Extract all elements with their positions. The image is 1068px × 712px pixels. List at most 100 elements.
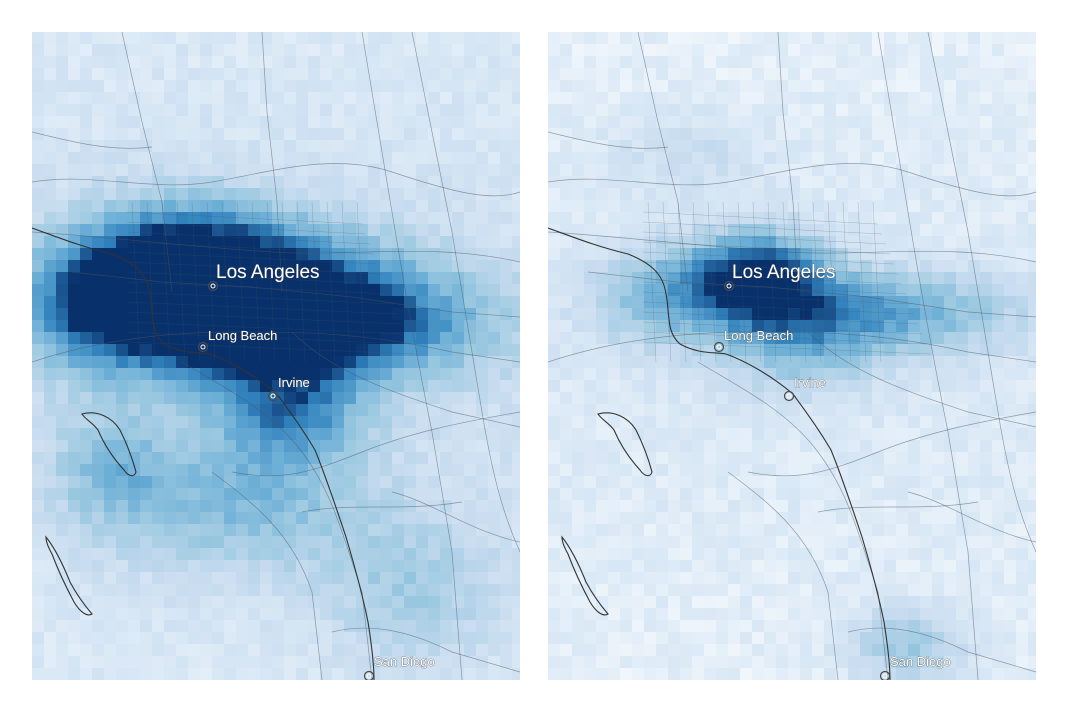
heatmap-cell <box>164 80 177 93</box>
heatmap-cell <box>776 164 789 177</box>
heatmap-cell <box>128 632 141 645</box>
heatmap-cell <box>416 32 429 45</box>
heatmap-cell <box>92 284 105 297</box>
heatmap-cell <box>836 440 849 453</box>
heatmap-cell <box>764 296 777 309</box>
heatmap-cell <box>1028 188 1036 201</box>
street <box>767 201 777 363</box>
heatmap-cell <box>980 176 993 189</box>
heatmap-cell <box>752 308 765 321</box>
heatmap-cell <box>272 248 285 261</box>
heatmap-cell <box>956 584 969 597</box>
heatmap-cell <box>380 536 393 549</box>
street <box>752 201 762 363</box>
heatmap-cell <box>728 608 741 621</box>
heatmap-cell <box>488 620 501 633</box>
heatmap-cell <box>788 188 801 201</box>
heatmap-cell <box>620 440 633 453</box>
heatmap-cell <box>140 356 153 369</box>
heatmap-cell <box>212 548 225 561</box>
heatmap-cell <box>632 68 645 81</box>
heatmap-cell <box>860 68 873 81</box>
heatmap-cell <box>1016 344 1029 357</box>
heatmap-cell <box>368 344 381 357</box>
heatmap-cell <box>452 68 465 81</box>
heatmap-cell <box>800 200 813 213</box>
heatmap-cell <box>704 656 717 669</box>
heatmap-cell <box>812 128 825 141</box>
heatmap-cell <box>908 212 921 225</box>
heatmap-cell <box>428 632 441 645</box>
heatmap-cell <box>248 656 261 669</box>
heatmap-cell <box>1016 668 1029 680</box>
heatmap-cell <box>44 140 57 153</box>
heatmap-cell <box>248 140 261 153</box>
heatmap-cell <box>548 368 561 381</box>
heatmap-cell <box>320 272 333 285</box>
heatmap-cell <box>680 128 693 141</box>
heatmap-cell <box>824 236 837 249</box>
heatmap-cell <box>560 320 573 333</box>
heatmap-cell <box>440 128 453 141</box>
heatmap-cell <box>56 152 69 165</box>
heatmap-cell <box>992 152 1005 165</box>
heatmap-cell <box>200 80 213 93</box>
heatmap-cell <box>920 248 933 261</box>
heatmap-cell <box>824 68 837 81</box>
heatmap-cell <box>272 260 285 273</box>
heatmap-cell <box>56 224 69 237</box>
heatmap-cell <box>548 452 561 465</box>
heatmap-cell <box>548 248 561 261</box>
heatmap-cell <box>320 284 333 297</box>
heatmap-cell <box>452 524 465 537</box>
heatmap-cell <box>212 416 225 429</box>
heatmap-cell <box>428 32 441 45</box>
heatmap-cell <box>500 116 513 129</box>
heatmap-cell <box>500 212 513 225</box>
heatmap-cell <box>860 380 873 393</box>
heatmap-cell <box>560 512 573 525</box>
heatmap-cell <box>824 488 837 501</box>
heatmap-cell <box>128 248 141 261</box>
heatmap-cell <box>860 512 873 525</box>
heatmap-cell <box>956 620 969 633</box>
heatmap-cell <box>368 620 381 633</box>
heatmap-cell <box>476 44 489 57</box>
heatmap-cell <box>1016 392 1029 405</box>
heatmap-cell <box>104 416 117 429</box>
heatmap-cell <box>896 548 909 561</box>
heatmap-cell <box>872 92 885 105</box>
heatmap-cell <box>56 632 69 645</box>
heatmap-cell <box>284 260 297 273</box>
heatmap-cell <box>1016 188 1029 201</box>
map-panel-after: Los Angeles Long Beach Irvine San Diego <box>548 32 1036 680</box>
heatmap-cell <box>416 332 429 345</box>
heatmap-cell <box>320 416 333 429</box>
heatmap-cell <box>356 644 369 657</box>
heatmap-cell <box>68 260 81 273</box>
heatmap-cell <box>176 488 189 501</box>
heatmap-cell <box>284 560 297 573</box>
heatmap-cell <box>368 488 381 501</box>
heatmap-cell <box>332 512 345 525</box>
heatmap-cell <box>920 56 933 69</box>
heatmap-cell <box>128 644 141 657</box>
heatmap-cell <box>368 116 381 129</box>
heatmap-cell <box>656 248 669 261</box>
heatmap-cell <box>308 632 321 645</box>
heatmap-cell <box>32 308 45 321</box>
heatmap-cell <box>836 608 849 621</box>
heatmap-cell <box>1016 176 1029 189</box>
heatmap-cell <box>824 392 837 405</box>
heatmap-cell <box>896 488 909 501</box>
heatmap-cell <box>344 296 357 309</box>
heatmap-cell <box>752 644 765 657</box>
heatmap-cell <box>644 212 657 225</box>
heatmap-cell <box>224 512 237 525</box>
heatmap-cell <box>344 380 357 393</box>
heatmap-cell <box>44 620 57 633</box>
road <box>747 411 1036 477</box>
heatmap-cell <box>320 572 333 585</box>
heatmap-cell <box>656 548 669 561</box>
heatmap-cell <box>884 80 897 93</box>
